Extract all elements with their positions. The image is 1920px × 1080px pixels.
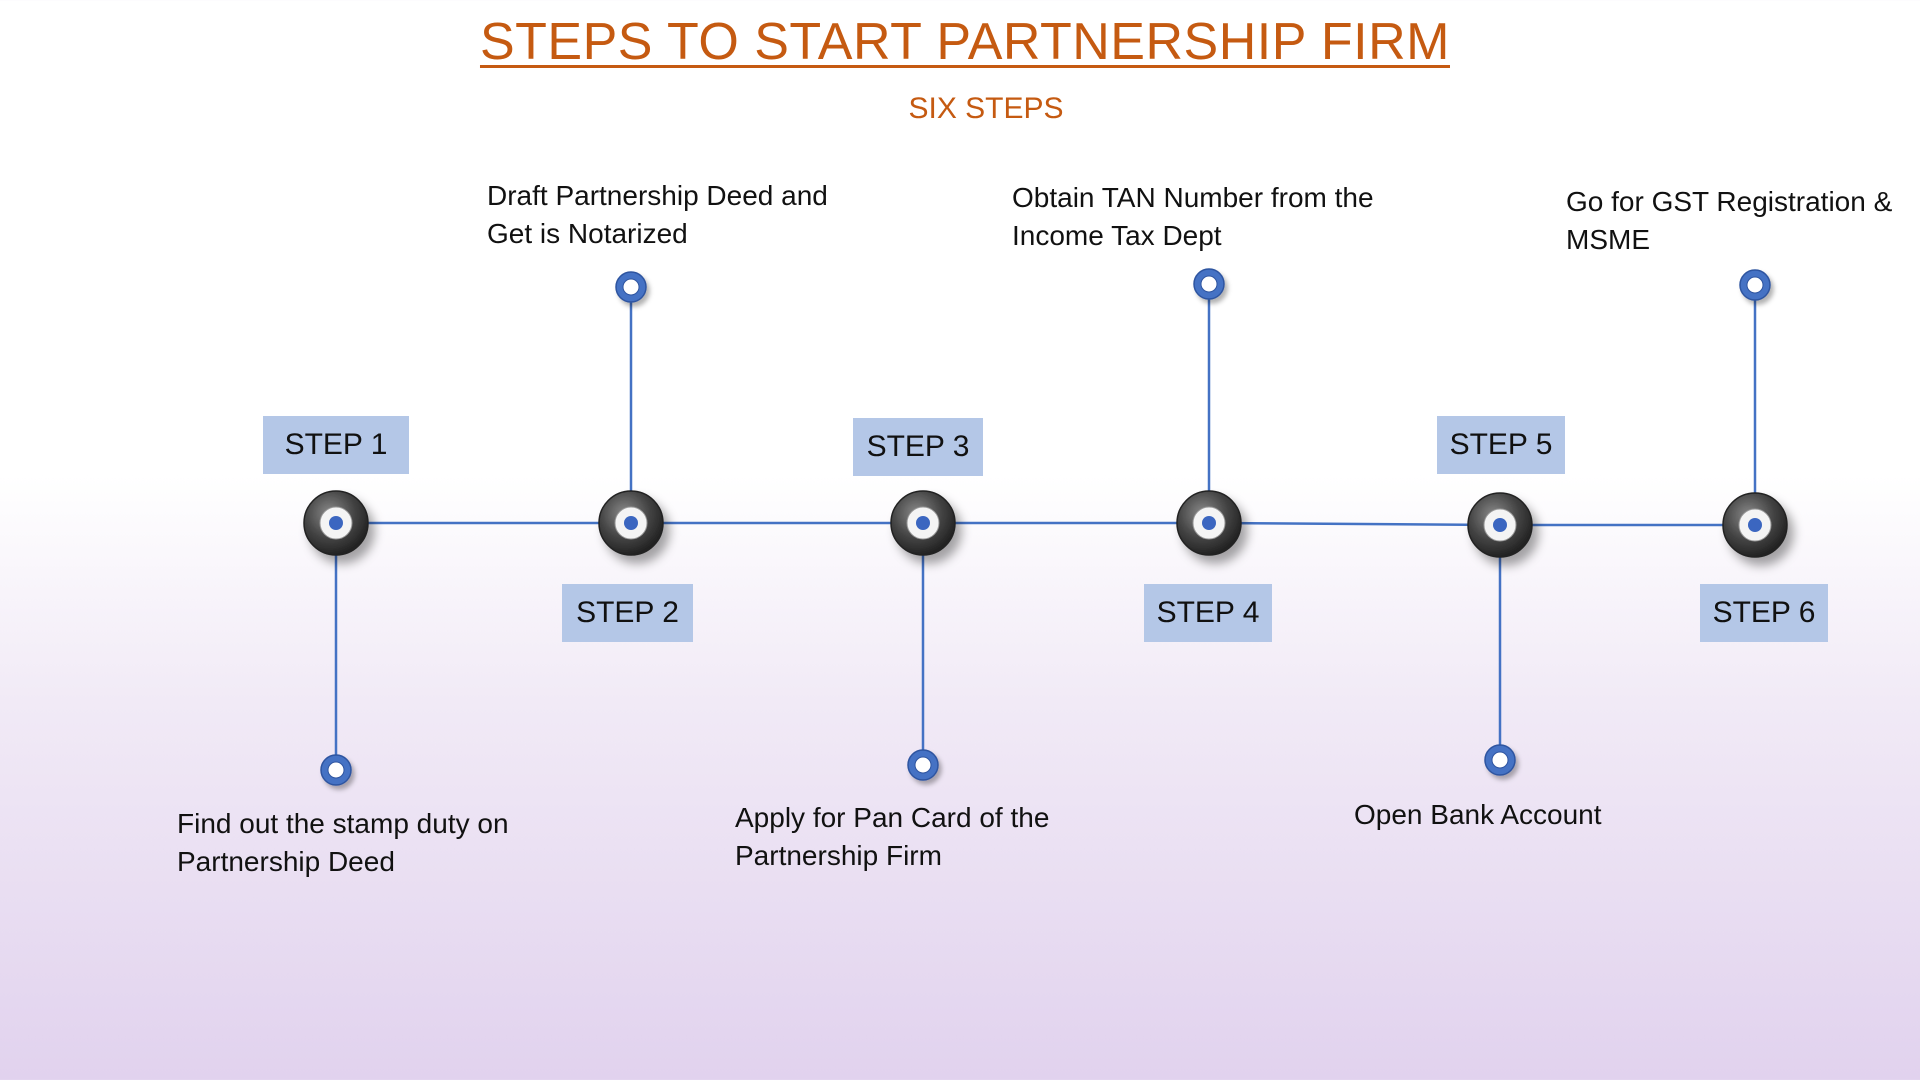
step-5-label: STEP 5 — [1437, 416, 1565, 474]
step-6-end-ring — [1739, 269, 1771, 301]
step-3-end-ring — [907, 749, 939, 781]
step-1-label: STEP 1 — [263, 416, 409, 474]
step-2-label: STEP 2 — [562, 584, 693, 642]
step-6-node — [1722, 492, 1788, 558]
step-3-label: STEP 3 — [853, 418, 983, 476]
page-title: STEPS TO START PARTNERSHIP FIRM — [479, 13, 1450, 71]
step-1-node — [303, 490, 369, 556]
step-1-description: Find out the stamp duty on Partnership D… — [177, 808, 509, 877]
step-6-label: STEP 6 — [1700, 584, 1828, 642]
step-5-end-ring — [1484, 744, 1516, 776]
step-6-description: Go for GST Registration & MSME — [1566, 186, 1893, 255]
step-3-node — [890, 490, 956, 556]
step-2-description: Draft Partnership Deed and Get is Notari… — [487, 180, 828, 249]
step-4-end-ring — [1193, 268, 1225, 300]
step-3-description: Apply for Pan Card of the Partnership Fi… — [735, 802, 1050, 871]
step-5-node — [1467, 492, 1533, 558]
step-4-label: STEP 4 — [1144, 584, 1272, 642]
page-subtitle: SIX STEPS — [908, 92, 1064, 125]
step-2-node — [598, 490, 664, 556]
step-1-end-ring — [320, 754, 352, 786]
timeline-nodes — [303, 268, 1788, 786]
connector-lines — [334, 284, 1757, 770]
step-4-description: Obtain TAN Number from the Income Tax De… — [1012, 182, 1374, 251]
step-4-node — [1176, 490, 1242, 556]
step-5-description: Open Bank Account — [1354, 799, 1602, 830]
timeline-segment-4 — [1208, 521, 1501, 527]
step-2-end-ring — [615, 271, 647, 303]
